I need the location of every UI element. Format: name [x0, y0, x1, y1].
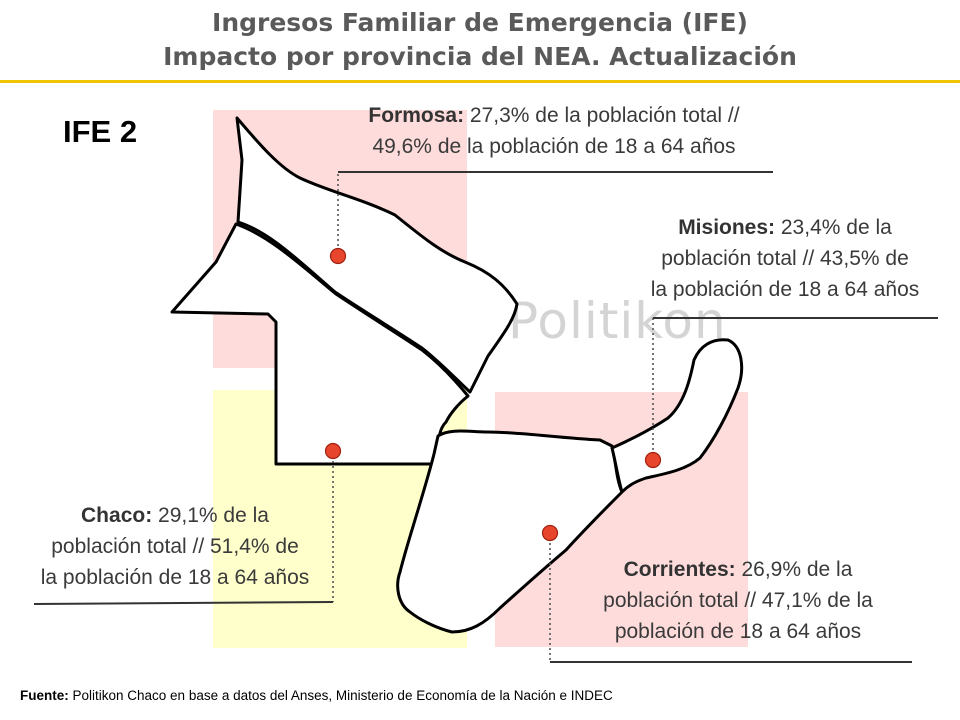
corrientes-marker: [541, 524, 559, 542]
corrientes-province: [396, 429, 624, 634]
corrientes-line-1: 26,9% de la: [735, 558, 853, 581]
misiones-marker: [644, 451, 662, 469]
formosa-name: Formosa:: [368, 104, 465, 127]
corrientes-line-2: población total // 47,1% de la: [603, 589, 873, 612]
formosa-line-1: 27,3% de la población total //: [464, 104, 740, 127]
source-note: Fuente: Politikon Chaco en base a datos …: [20, 688, 613, 703]
program-label: IFE 2: [63, 114, 138, 149]
watermark: Politikon: [508, 292, 727, 350]
misiones-line-3: la población de 18 a 64 años: [650, 278, 920, 301]
misiones-line-2: población total // 43,5% de: [661, 247, 909, 270]
title-divider: [0, 80, 960, 83]
title-line-2: Impacto por provincia del NEA. Actualiza…: [163, 42, 797, 71]
corrientes-label: Corrientes: 26,9% de la población total …: [556, 554, 920, 647]
chaco-line-3: la población de 18 a 64 años: [40, 566, 310, 589]
chaco-name: Chaco:: [81, 504, 153, 527]
misiones-line-1: 23,4% de la: [775, 216, 892, 239]
misiones-province: [610, 338, 744, 494]
source-text: Politikon Chaco en base a datos del Anse…: [68, 688, 613, 703]
formosa-marker: [329, 247, 347, 265]
chaco-line-2: población total // 51,4% de: [51, 535, 299, 558]
title-line-1: Ingresos Familiar de Emergencia (IFE): [212, 8, 748, 37]
corrientes-name: Corrientes:: [623, 558, 736, 581]
corrientes-line-3: población de 18 a 64 años: [614, 620, 862, 643]
chaco-marker: [324, 442, 342, 460]
formosa-label: Formosa: 27,3% de la población total // …: [335, 100, 773, 162]
chaco-label: Chaco: 29,1% de la población total // 51…: [8, 500, 342, 593]
source-label: Fuente:: [20, 688, 69, 703]
formosa-line-2: 49,6% de la población de 18 a 64 años: [372, 135, 736, 158]
chaco-line-1: 29,1% de la: [152, 504, 269, 527]
misiones-name: Misiones:: [678, 216, 776, 239]
misiones-label: Misiones: 23,4% de la población total //…: [620, 212, 950, 305]
map-title: Ingresos Familiar de Emergencia (IFE) Im…: [0, 6, 960, 74]
